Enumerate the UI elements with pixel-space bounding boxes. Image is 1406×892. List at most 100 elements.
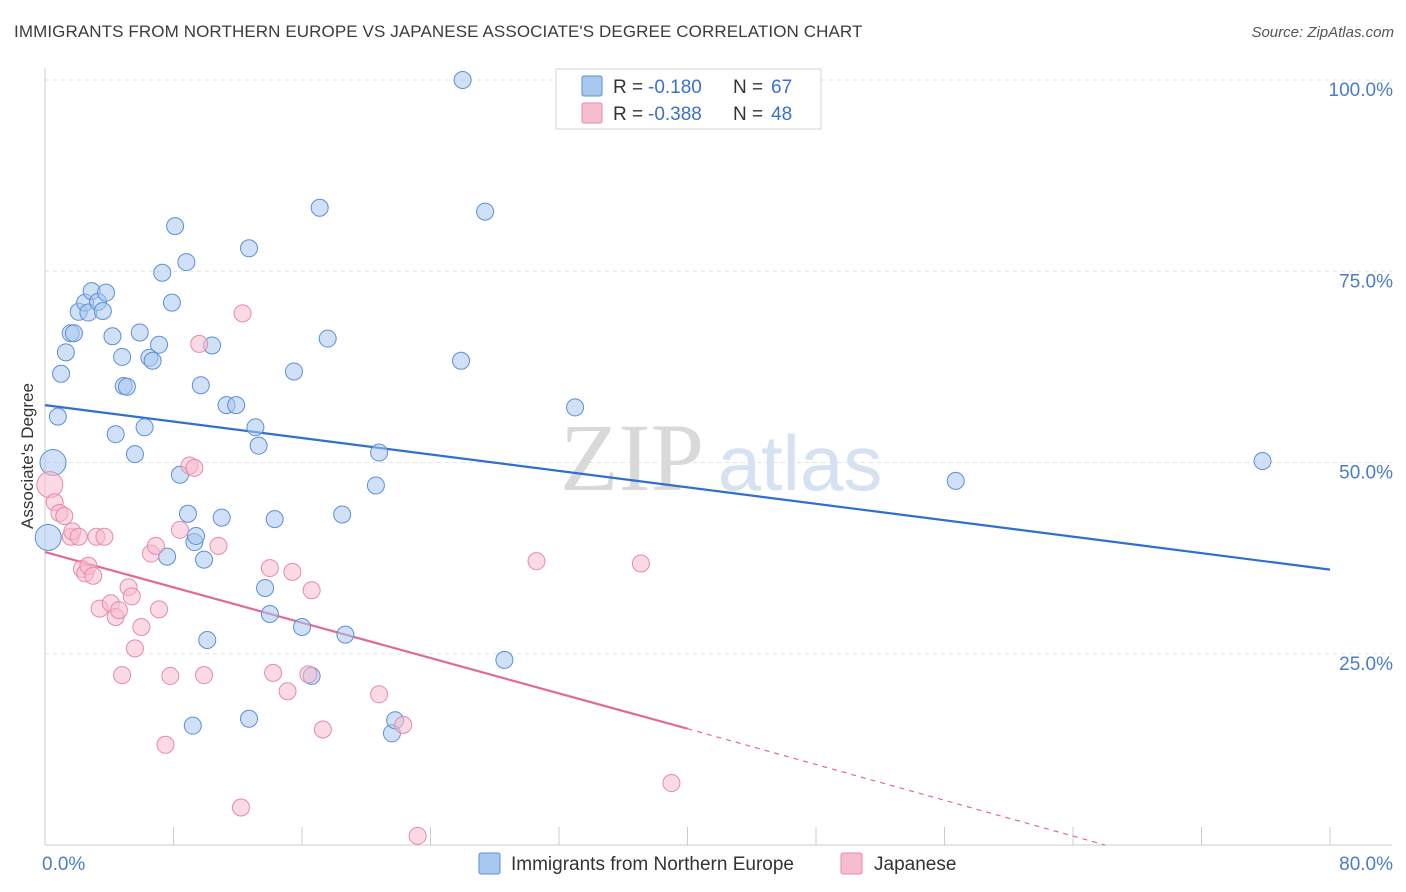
point-northern-europe (284, 362, 303, 381)
y-tick-label: 25.0% (1339, 654, 1393, 675)
point-northern-europe (212, 508, 231, 527)
point-northern-europe (239, 709, 258, 728)
point-northern-europe (117, 377, 136, 396)
point-northern-europe (135, 418, 154, 437)
y-tick-label: 50.0% (1339, 463, 1393, 484)
point-japanese (209, 536, 228, 555)
point-japanese (394, 715, 413, 734)
point-northern-europe (143, 351, 162, 370)
point-northern-europe (239, 239, 258, 258)
point-japanese (185, 458, 204, 477)
point-northern-europe (1253, 451, 1272, 470)
trendline-japanese (44, 550, 688, 730)
point-japanese (170, 520, 189, 539)
point-japanese (109, 601, 128, 620)
series-legend: Immigrants from Northern Europe Japanese (478, 852, 956, 875)
point-northern-europe (103, 327, 122, 346)
point-japanese (95, 527, 114, 546)
point-japanese (313, 720, 332, 739)
point-northern-europe (370, 443, 389, 462)
point-japanese (150, 600, 169, 619)
point-northern-europe (336, 625, 355, 644)
trendline-japanese-extrapolated (687, 728, 1106, 846)
point-northern-europe (453, 71, 472, 89)
point-japanese (302, 581, 321, 600)
point-northern-europe (183, 716, 202, 735)
point-japanese (146, 536, 165, 555)
point-japanese (113, 666, 132, 685)
point-japanese (84, 566, 103, 585)
legend-n-value-2: 48 (771, 104, 792, 125)
point-northern-europe (130, 323, 149, 342)
watermark-atlas: atlas (718, 419, 883, 507)
point-northern-europe (366, 476, 385, 495)
point-japanese (161, 666, 180, 685)
legend-r-value-2: -0.388 (648, 104, 702, 125)
point-japanese (278, 682, 297, 701)
point-northern-europe (256, 578, 275, 597)
y-tick-label: 100.0% (1329, 80, 1394, 101)
point-japanese (190, 334, 209, 353)
point-northern-europe (265, 510, 284, 529)
stats-legend: R = -0.180 N = 67 R = -0.388 N = 48 (555, 68, 822, 130)
series-legend-label-pink[interactable]: Japanese (874, 854, 956, 875)
data-points (34, 71, 1272, 845)
chart-title: IMMIGRANTS FROM NORTHERN EUROPE VS JAPAN… (14, 22, 863, 41)
series-legend-swatch-pink[interactable] (840, 852, 863, 875)
point-northern-europe (166, 217, 185, 236)
point-japanese (260, 559, 279, 578)
series-legend-label-blue[interactable]: Immigrants from Northern Europe (511, 854, 794, 875)
point-northern-europe (150, 335, 169, 354)
point-japanese (233, 304, 252, 323)
point-northern-europe (106, 425, 125, 444)
point-northern-europe (56, 343, 75, 362)
point-northern-europe (52, 364, 71, 383)
point-northern-europe (293, 617, 311, 636)
point-northern-europe (310, 198, 329, 217)
point-japanese (370, 685, 389, 704)
point-northern-europe (125, 445, 144, 464)
gridlines (45, 79, 1392, 655)
legend-r-value-1: -0.180 (648, 77, 702, 98)
legend-swatch-blue (581, 75, 603, 97)
point-japanese (55, 507, 74, 526)
y-axis-label: Associate's Degree (18, 383, 37, 529)
legend-swatch-pink (581, 102, 603, 124)
point-northern-europe (178, 504, 197, 523)
point-japanese (69, 527, 88, 546)
legend-n-value-1: 67 (771, 77, 792, 98)
point-northern-europe (34, 523, 62, 551)
point-northern-europe (476, 202, 495, 221)
legend-r-label-2: R = (613, 104, 643, 125)
point-northern-europe (113, 347, 132, 366)
point-northern-europe (246, 418, 265, 437)
chart-source: Source: ZipAtlas.com (1251, 24, 1394, 41)
point-japanese (195, 666, 214, 685)
point-northern-europe (318, 329, 337, 348)
point-northern-europe (333, 505, 352, 524)
point-northern-europe (946, 471, 965, 490)
point-northern-europe (452, 351, 471, 370)
point-northern-europe (177, 253, 196, 272)
point-northern-europe (186, 526, 205, 545)
point-japanese (231, 798, 250, 817)
legend-r-label-1: R = (613, 77, 643, 98)
point-northern-europe (566, 398, 585, 417)
point-japanese (156, 735, 175, 754)
point-northern-europe (153, 263, 172, 282)
legend-n-label-1: N = (733, 77, 763, 98)
point-japanese (36, 471, 64, 499)
x-tick-label: 0.0% (42, 854, 85, 875)
point-northern-europe (495, 650, 514, 669)
point-northern-europe (93, 302, 112, 321)
series-legend-swatch-blue[interactable] (478, 852, 501, 875)
watermark: ZIP atlas (560, 404, 882, 511)
point-japanese (122, 587, 141, 606)
point-japanese (125, 639, 144, 658)
x-tick-labels: 0.0% 80.0% (42, 854, 1393, 875)
point-northern-europe (195, 550, 214, 569)
point-japanese (299, 665, 318, 684)
point-northern-europe (162, 293, 181, 312)
point-japanese (408, 826, 427, 845)
